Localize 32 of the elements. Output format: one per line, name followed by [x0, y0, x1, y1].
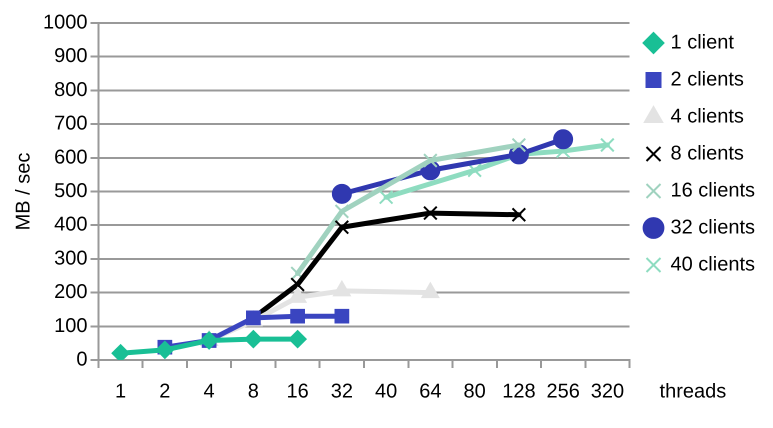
legend-label: 40 clients [670, 254, 756, 276]
y-tick-label: 200 [54, 281, 88, 304]
y-tick-label: 0 [76, 348, 88, 371]
legend-label: 2 clients [670, 68, 744, 91]
x-tick-label: 80 [464, 380, 486, 403]
x-tick-label: 8 [248, 380, 259, 403]
x-tick-label: 2 [159, 380, 170, 403]
y-tick-label: 100 [54, 314, 88, 337]
y-tick-label: 400 [54, 214, 88, 236]
legend-label: 32 clients [670, 216, 756, 239]
x-tick-label: 320 [590, 380, 624, 403]
legend-label: 1 client [670, 32, 734, 54]
legend-label: 16 clients [670, 180, 756, 202]
y-tick-label: 600 [54, 146, 88, 168]
y-tick-label: 800 [54, 78, 88, 101]
y-tick-label: 1000 [42, 12, 88, 34]
y-tick-label: 500 [54, 180, 88, 202]
x-tick-label: 16 [286, 380, 309, 403]
legend-label: 8 clients [670, 142, 744, 165]
x-tick-label: 40 [375, 380, 398, 403]
x-tick-label: 4 [204, 380, 215, 403]
x-tick-label: 128 [502, 380, 536, 403]
y-axis-title: MB / sec [12, 152, 35, 230]
y-tick-label: 900 [54, 45, 88, 68]
legend-label: 4 clients [670, 106, 744, 128]
y-tick-label: 300 [54, 247, 88, 270]
x-axis-title: threads [660, 380, 726, 403]
x-tick-label: 256 [546, 380, 580, 403]
y-tick-label: 700 [54, 112, 88, 135]
x-tick-label: 64 [419, 380, 442, 403]
x-tick-label: 32 [330, 380, 353, 403]
x-tick-label: 1 [115, 380, 126, 403]
